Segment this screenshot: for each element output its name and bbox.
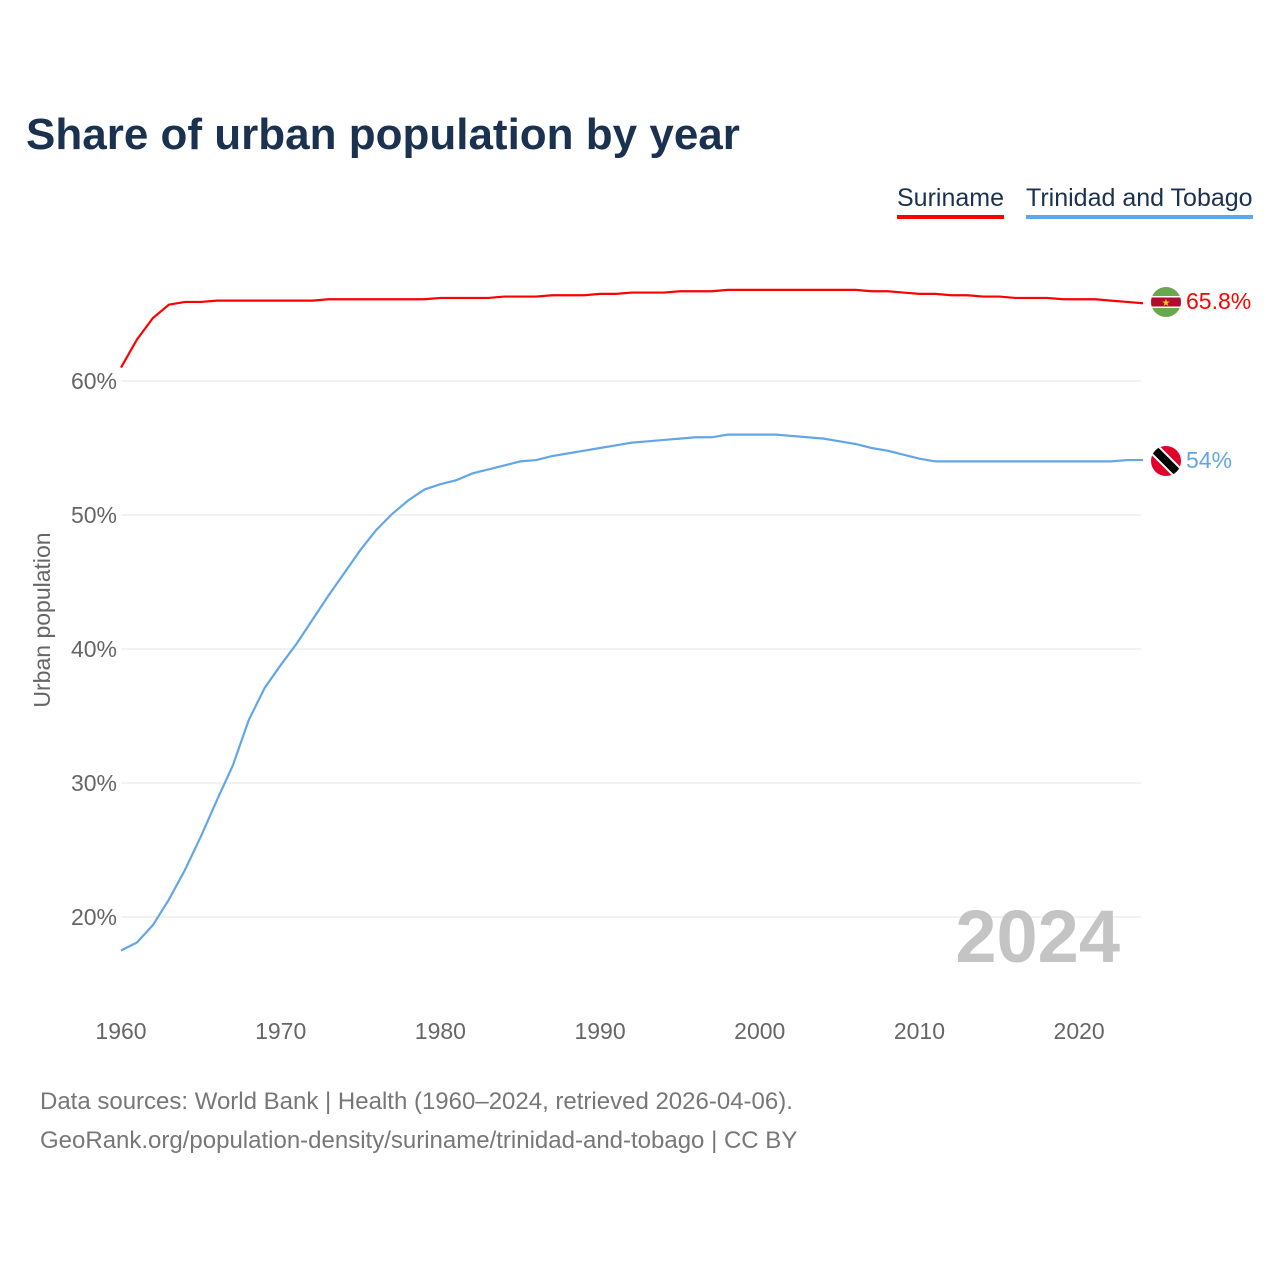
trinidad-and-tobago-flag-icon <box>1151 446 1181 476</box>
y-tick-label: 40% <box>71 636 117 662</box>
x-tick-label: 2000 <box>734 1018 785 1044</box>
x-tick-label: 2020 <box>1054 1018 1105 1044</box>
x-tick-label: 1990 <box>574 1018 625 1044</box>
y-tick-label: 20% <box>71 904 117 930</box>
legend-trinidad-and-tobago[interactable]: Trinidad and Tobago <box>1026 184 1253 219</box>
suriname-end-label: 65.8% <box>1186 288 1251 314</box>
suriname-flag-icon: ★ <box>1151 287 1181 317</box>
series-line-trinidad-and-tobago[interactable] <box>120 433 1143 952</box>
series-line-suriname[interactable] <box>120 288 1144 369</box>
legend-suriname[interactable]: Suriname <box>897 184 1004 219</box>
x-tick-label: 1980 <box>415 1018 466 1044</box>
svg-text:★: ★ <box>1162 298 1171 309</box>
y-tick-label: 60% <box>71 368 117 394</box>
year-watermark: 2024 <box>955 895 1120 978</box>
x-tick-label: 1970 <box>255 1018 306 1044</box>
x-tick-label: 1960 <box>95 1018 146 1044</box>
footer-sources: Data sources: World Bank | Health (1960–… <box>40 1088 793 1115</box>
chart-title: Share of urban population by year <box>26 110 740 159</box>
y-tick-label: 30% <box>71 770 117 796</box>
y-axis-label: Urban population <box>29 532 55 707</box>
trinidad-end-label: 54% <box>1186 447 1232 473</box>
x-tick-label: 2010 <box>894 1018 945 1044</box>
footer-link[interactable]: GeoRank.org/population-density/suriname/… <box>40 1127 798 1154</box>
y-tick-label: 50% <box>71 502 117 528</box>
